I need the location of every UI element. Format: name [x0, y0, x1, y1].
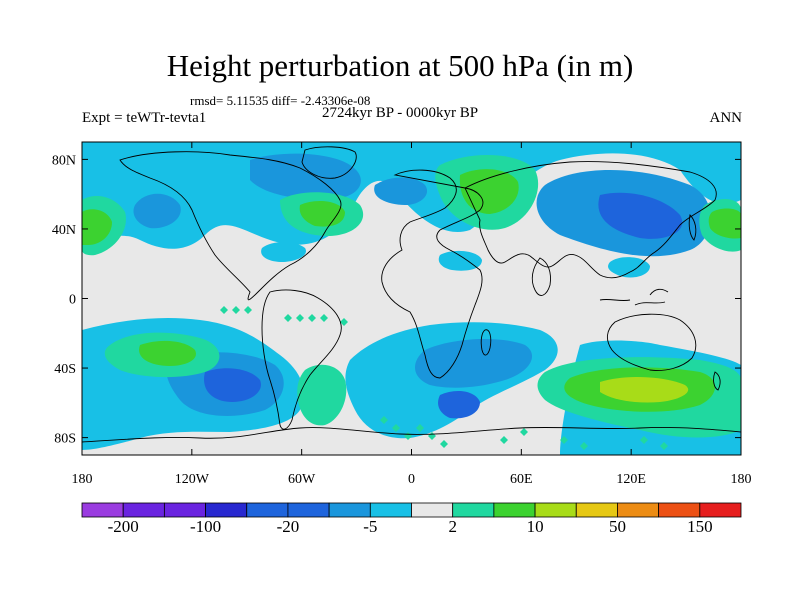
coast-europe-africa — [381, 169, 484, 379]
coast-australia — [607, 313, 697, 371]
coast-south-america — [261, 289, 342, 430]
contour-south-pacific-core — [204, 368, 261, 402]
contour-atlantic-blob — [261, 242, 306, 262]
lon-tick-label: 0 — [408, 472, 415, 487]
colorbar-label: -5 — [363, 517, 377, 536]
colorbar-label: -200 — [108, 517, 139, 536]
contour-arabia-blob — [438, 250, 482, 271]
lon-tick-label: 60E — [510, 472, 533, 487]
experiment-label: Expt = teWTr-tevta1 — [82, 110, 207, 126]
rmsd-diff-stats: rmsd= 5.11535 diff= -2.43306e-08 — [190, 93, 371, 108]
contour-south-indian-core — [438, 390, 480, 419]
contour-nam-low — [250, 153, 361, 200]
colorbar-swatch — [534, 502, 577, 518]
colorbar-swatch — [122, 502, 165, 518]
lat-tick-label: 40N — [52, 223, 76, 238]
longitude-axis: 180 120W 60W 0 60E 120E 180 — [72, 142, 752, 487]
contour-south-indian-low — [414, 338, 533, 388]
colorbar-swatch — [411, 502, 454, 518]
colorbar-label: -100 — [190, 517, 221, 536]
map-area — [82, 142, 741, 455]
coastlines — [82, 146, 741, 443]
contour-europe-high-core — [459, 169, 519, 214]
coast-asia — [464, 161, 717, 279]
colorbar-label: 50 — [609, 517, 626, 536]
colorbar-swatch — [163, 502, 206, 518]
coast-japan — [688, 214, 697, 241]
colorbar-label: 10 — [527, 517, 544, 536]
lon-tick-label: 60W — [288, 472, 316, 487]
contour-south-pac-high-core — [139, 340, 196, 366]
colorbar: -200 -100 -20 -5 2 10 50 150 — [81, 502, 742, 536]
lon-tick-label: 120W — [175, 472, 210, 487]
contour-s-atl-high — [297, 364, 347, 426]
colorbar-swatch — [246, 502, 289, 518]
lat-tick-label: 80N — [52, 153, 76, 168]
colorbar-swatch — [205, 502, 248, 518]
contour-scandinavia-low — [374, 177, 428, 205]
colorbar-label: 2 — [448, 517, 457, 536]
lon-tick-label: 120E — [616, 472, 646, 487]
contour-npac-east-core — [708, 208, 741, 239]
colorbar-swatch — [369, 502, 412, 518]
colorbar-swatch — [452, 502, 495, 518]
colorbar-swatch — [81, 502, 124, 518]
lat-tick-label: 80S — [54, 432, 76, 447]
lat-tick-label: 0 — [69, 293, 76, 308]
coast-north-america — [119, 151, 342, 301]
colorbar-swatch — [699, 502, 742, 518]
tropical-speckles — [220, 306, 668, 450]
coast-india — [531, 257, 551, 296]
colorbar-swatch — [658, 502, 701, 518]
season-label: ANN — [709, 110, 743, 126]
colorbar-swatch — [287, 502, 330, 518]
coast-new-zealand — [713, 371, 721, 391]
coast-se-asia-islands — [599, 288, 669, 306]
map-title: Height perturbation at 500 hPa (in m) — [166, 48, 634, 83]
colorbar-swatch — [328, 502, 371, 518]
colorbar-swatch — [575, 502, 618, 518]
contour-s-indian-high-core — [600, 376, 689, 403]
colorbar-swatch — [617, 502, 660, 518]
coast-antarctica — [82, 426, 741, 443]
coast-madagascar — [480, 329, 492, 356]
contour-asia-core — [598, 192, 683, 239]
lon-tick-label: 180 — [72, 472, 93, 487]
colorbar-swatch — [493, 502, 536, 518]
contour-north-pacific-high-core — [82, 209, 112, 245]
contour-sea-blob — [608, 257, 650, 278]
lon-tick-label: 180 — [731, 472, 752, 487]
coast-greenland — [301, 146, 357, 179]
time-period: 2724kyr BP - 0000kyr BP — [322, 105, 479, 121]
latitude-axis: 80N 40N 0 40S 80S — [52, 153, 741, 447]
contour-pacific-low — [133, 193, 181, 229]
lat-tick-label: 40S — [54, 362, 76, 377]
colorbar-label: 150 — [687, 517, 713, 536]
colorbar-label: -20 — [277, 517, 300, 536]
